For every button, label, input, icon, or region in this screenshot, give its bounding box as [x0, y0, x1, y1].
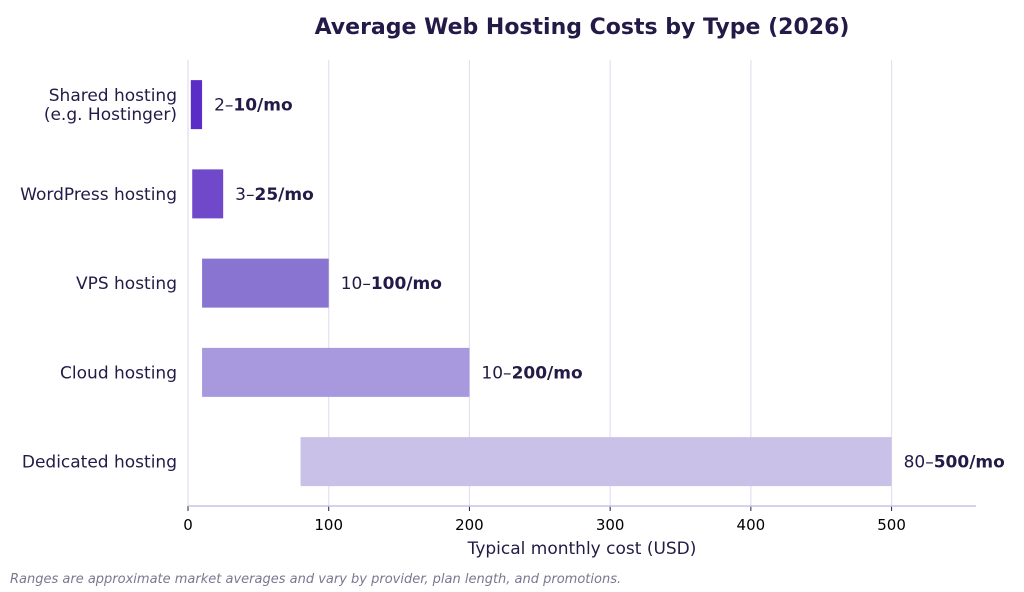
- data-label: 80–500/mo: [904, 453, 1005, 473]
- labels: Shared hosting(e.g. Hostinger) 2–10/mo Wor…: [20, 86, 1005, 473]
- range-bar: [190, 80, 203, 130]
- x-tick-label: 0: [183, 516, 193, 534]
- range-bar: [300, 437, 892, 487]
- category-label: WordPress hosting: [20, 185, 177, 205]
- category-label: (e.g. Hostinger): [44, 105, 177, 125]
- x-tick-label: 200: [455, 516, 484, 534]
- category-label: VPS hosting: [76, 274, 177, 294]
- data-label: 2–10/mo: [214, 96, 293, 116]
- category-label: Shared hosting: [49, 86, 177, 106]
- axes: 0 100 200 300 400 500: [183, 60, 976, 534]
- x-tick-label: 400: [737, 516, 766, 534]
- x-axis-title: Typical monthly cost (USD): [467, 539, 697, 559]
- category-label: Dedicated hosting: [22, 453, 177, 473]
- bars: [190, 80, 892, 487]
- data-label: 3–25/mo: [235, 185, 314, 205]
- x-tick-label: 500: [877, 516, 906, 534]
- range-bar: [202, 347, 470, 397]
- x-tick-label: 100: [314, 516, 343, 534]
- data-label: 10–200/mo: [481, 363, 582, 383]
- range-bar: [192, 169, 224, 219]
- x-tick-label: 300: [596, 516, 625, 534]
- chart-title: Average Web Hosting Costs by Type (2026): [315, 15, 850, 40]
- category-label: Cloud hosting: [60, 363, 177, 383]
- range-bar: [202, 258, 329, 308]
- footnote: Ranges are approximate market averages a…: [10, 572, 622, 587]
- data-label: 10–100/mo: [341, 274, 442, 294]
